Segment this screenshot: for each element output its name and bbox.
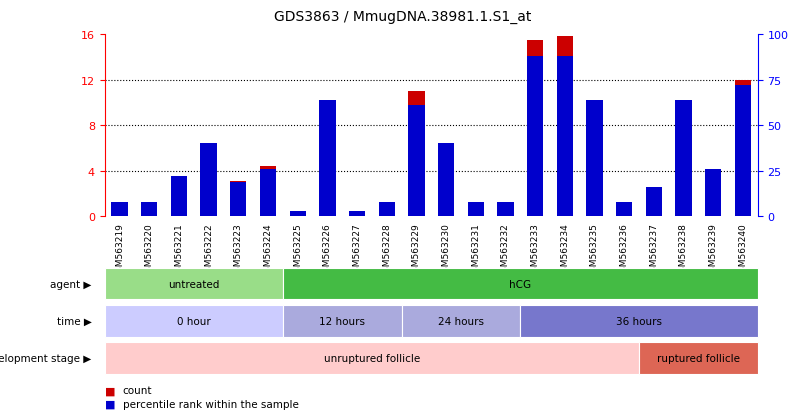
Bar bbox=[105, 342, 639, 374]
Bar bbox=[675, 112, 692, 217]
Text: unruptured follicle: unruptured follicle bbox=[324, 353, 420, 363]
Bar bbox=[586, 100, 603, 217]
Text: time ▶: time ▶ bbox=[57, 316, 92, 326]
Bar bbox=[438, 144, 455, 217]
Bar bbox=[438, 158, 455, 217]
Bar bbox=[408, 92, 425, 217]
Bar bbox=[675, 100, 692, 217]
Bar bbox=[646, 199, 662, 217]
Bar bbox=[141, 202, 157, 217]
Bar bbox=[201, 144, 217, 217]
Text: ■: ■ bbox=[105, 399, 115, 409]
Text: development stage ▶: development stage ▶ bbox=[0, 353, 92, 363]
Text: 36 hours: 36 hours bbox=[616, 316, 662, 326]
Bar bbox=[231, 182, 247, 217]
Bar bbox=[497, 202, 513, 217]
Text: 24 hours: 24 hours bbox=[438, 316, 484, 326]
Bar bbox=[646, 188, 662, 217]
Bar bbox=[520, 305, 758, 337]
Text: 0 hour: 0 hour bbox=[177, 316, 210, 326]
Bar bbox=[105, 268, 283, 300]
Bar bbox=[586, 117, 603, 217]
Bar bbox=[349, 211, 365, 217]
Bar bbox=[379, 206, 395, 217]
Bar bbox=[289, 214, 305, 217]
Text: ■: ■ bbox=[105, 385, 115, 395]
Bar bbox=[319, 100, 335, 217]
Bar bbox=[283, 268, 758, 300]
Bar bbox=[260, 170, 276, 217]
Bar bbox=[527, 57, 543, 217]
Bar bbox=[408, 106, 425, 217]
Bar bbox=[379, 202, 395, 217]
Bar bbox=[705, 177, 721, 217]
Bar bbox=[111, 212, 128, 217]
Bar bbox=[401, 305, 520, 337]
Bar bbox=[616, 208, 632, 217]
Text: count: count bbox=[123, 385, 152, 395]
Text: percentile rank within the sample: percentile rank within the sample bbox=[123, 399, 298, 409]
Bar bbox=[231, 182, 247, 217]
Bar bbox=[141, 211, 157, 217]
Bar bbox=[734, 81, 751, 217]
Bar bbox=[497, 203, 513, 217]
Text: 12 hours: 12 hours bbox=[319, 316, 365, 326]
Bar bbox=[349, 215, 365, 217]
Bar bbox=[639, 342, 758, 374]
Bar bbox=[171, 177, 187, 217]
Text: hCG: hCG bbox=[509, 279, 531, 289]
Bar bbox=[467, 202, 484, 217]
Text: untreated: untreated bbox=[168, 279, 219, 289]
Text: ruptured follicle: ruptured follicle bbox=[657, 353, 740, 363]
Bar bbox=[705, 170, 721, 217]
Bar bbox=[557, 38, 573, 217]
Bar bbox=[557, 57, 573, 217]
Bar bbox=[616, 202, 632, 217]
Bar bbox=[527, 41, 543, 217]
Bar bbox=[283, 305, 401, 337]
Bar bbox=[171, 179, 187, 217]
Text: agent ▶: agent ▶ bbox=[50, 279, 92, 289]
Bar bbox=[201, 176, 217, 217]
Bar bbox=[467, 203, 484, 217]
Bar bbox=[111, 202, 128, 217]
Bar bbox=[260, 167, 276, 217]
Bar bbox=[289, 211, 305, 217]
Bar bbox=[734, 86, 751, 217]
Bar bbox=[319, 114, 335, 217]
Bar bbox=[105, 305, 283, 337]
Text: GDS3863 / MmugDNA.38981.1.S1_at: GDS3863 / MmugDNA.38981.1.S1_at bbox=[274, 10, 532, 24]
